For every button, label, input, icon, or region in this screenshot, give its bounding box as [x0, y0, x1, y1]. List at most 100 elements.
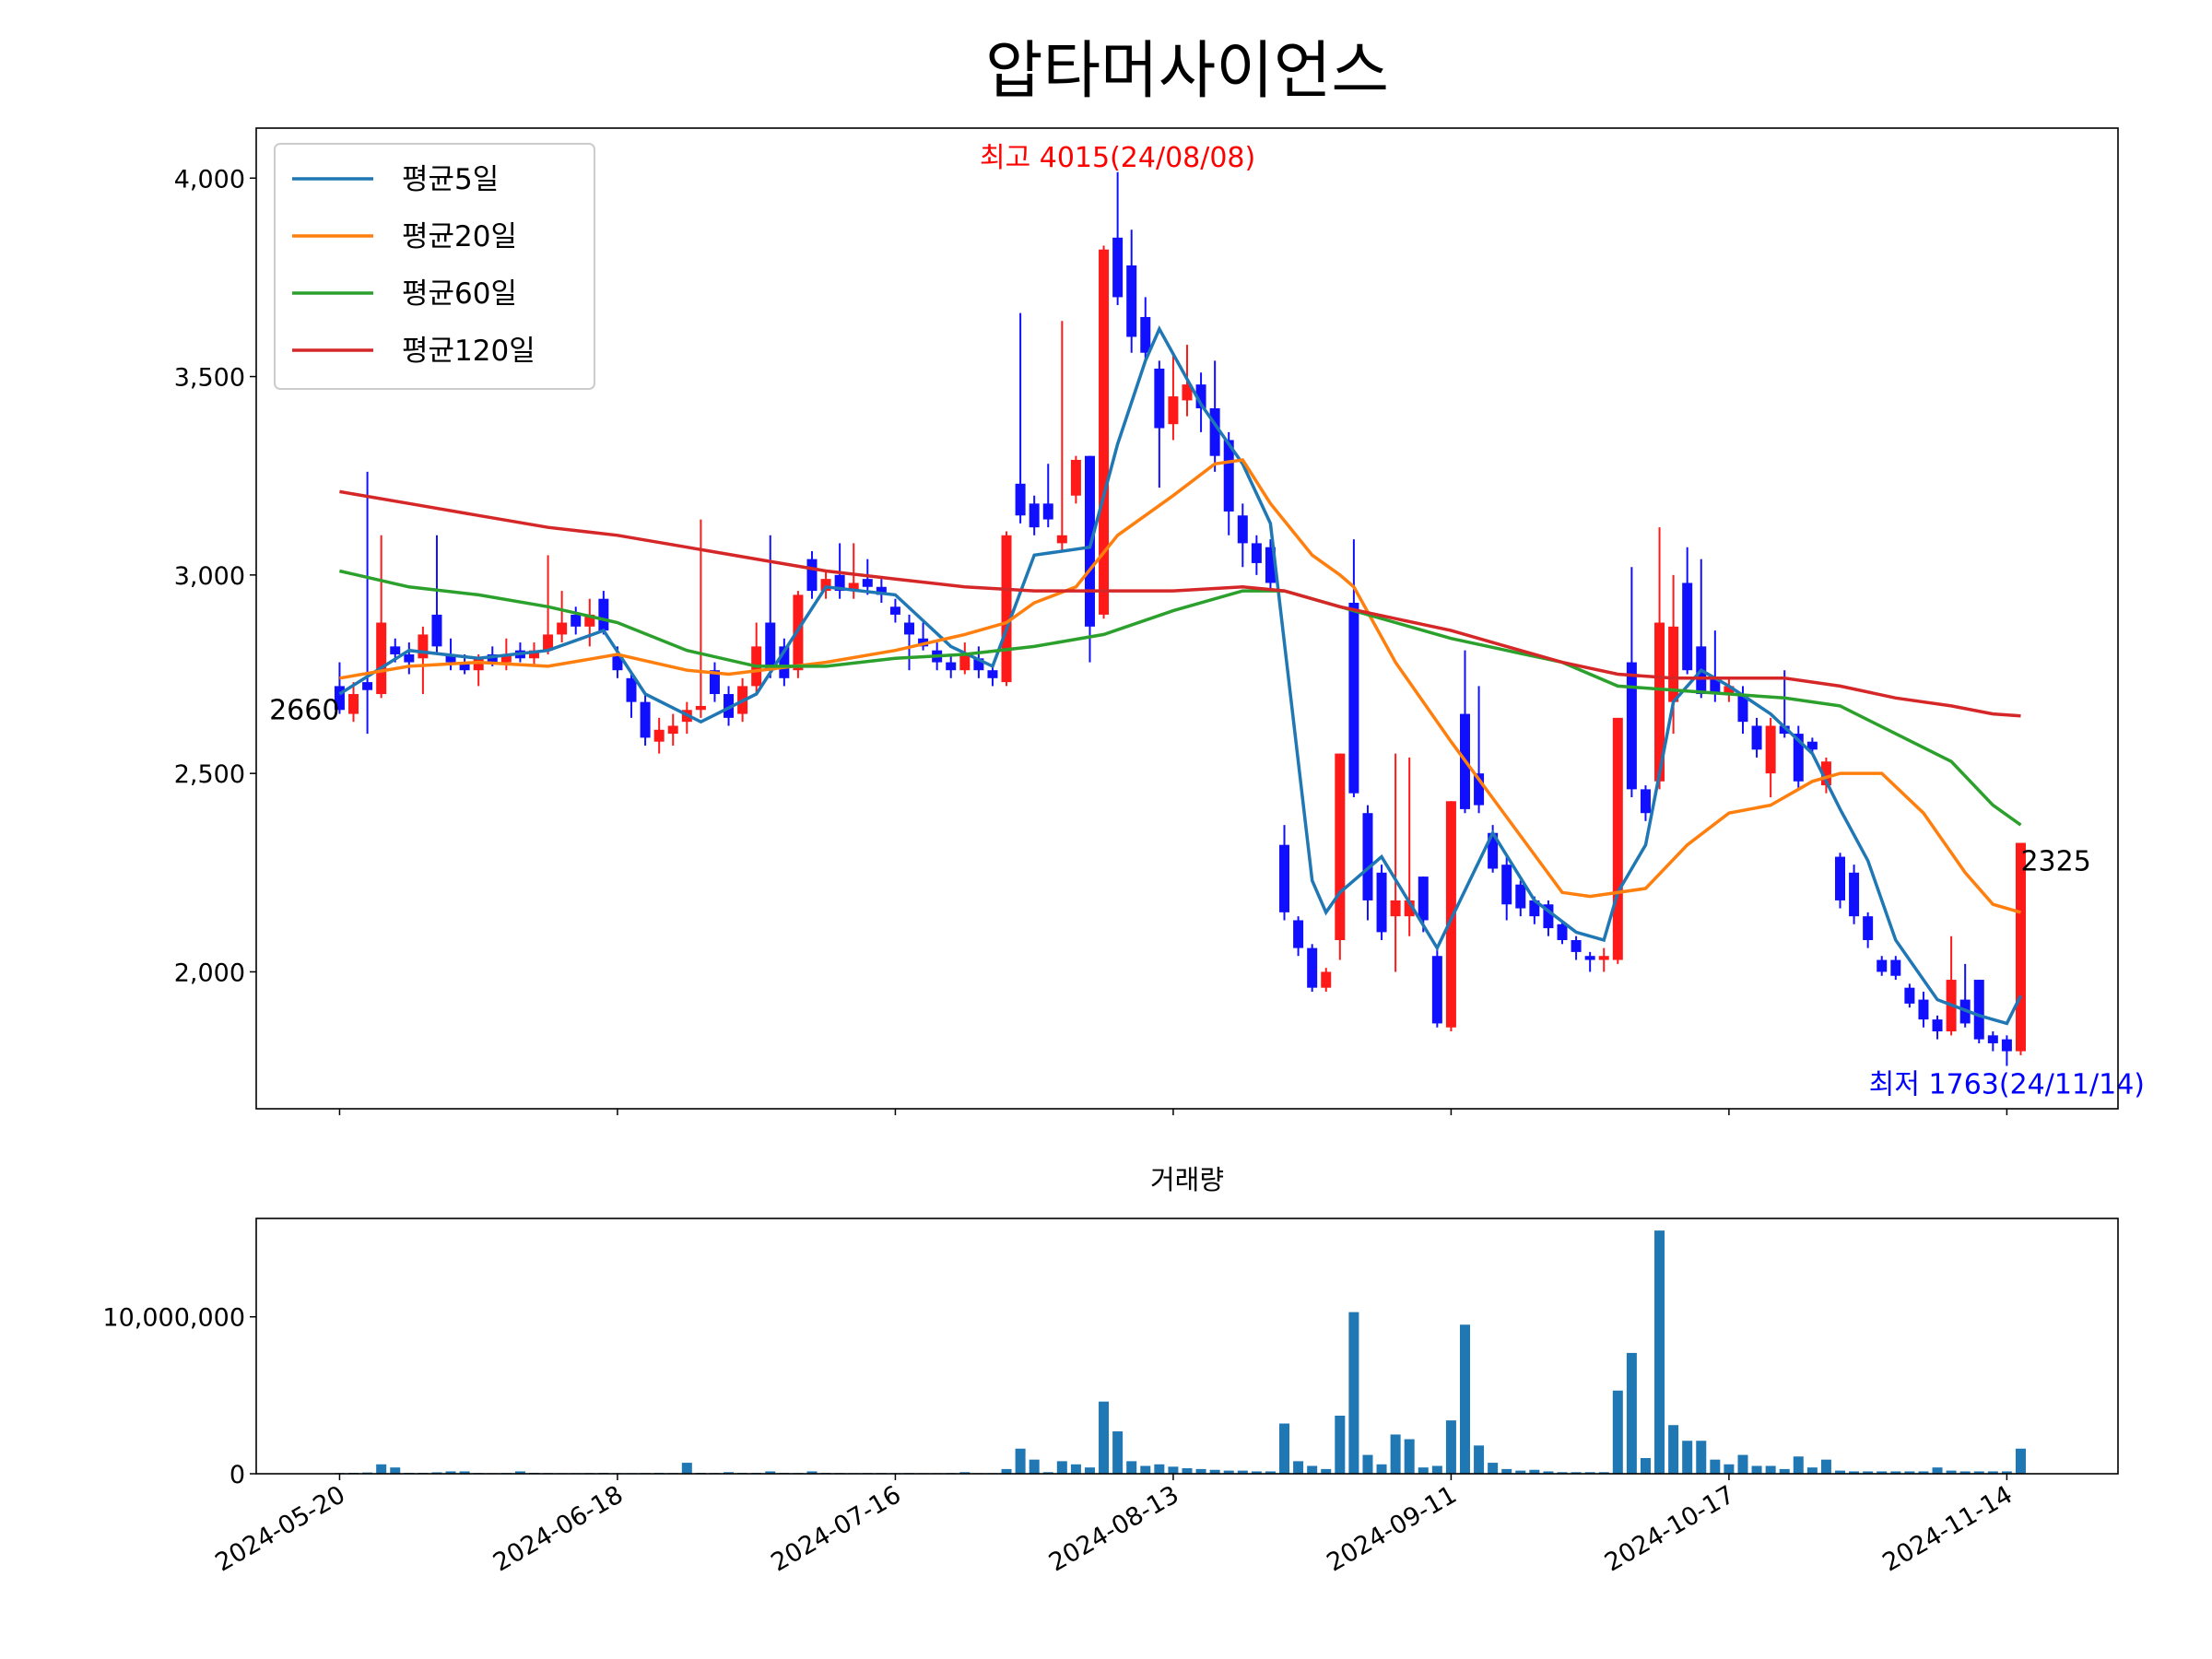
volume-bar	[1932, 1467, 1943, 1474]
candle-body	[1751, 725, 1762, 750]
volume-bar	[1890, 1471, 1901, 1474]
plot-frame	[255, 1218, 2119, 1475]
candle-body	[1849, 872, 1860, 917]
volume-bar	[1293, 1461, 1304, 1474]
candle-body	[1223, 440, 1234, 512]
volume-bar	[1056, 1461, 1067, 1474]
legend-label: 평균5일	[402, 163, 499, 196]
candle-body	[1515, 884, 1526, 909]
volume-bar	[1806, 1467, 1818, 1474]
candle-body	[1070, 459, 1081, 496]
candle-body	[1335, 753, 1346, 940]
candle-body	[1237, 515, 1248, 544]
candle-body	[1015, 483, 1026, 516]
candle-body	[1418, 877, 1429, 921]
volume-bar	[390, 1467, 401, 1474]
moving-average-line	[339, 489, 2021, 718]
candle-body	[500, 653, 512, 663]
volume-bar	[1835, 1470, 1846, 1474]
candle-body	[1820, 761, 1831, 786]
candle-body	[2015, 842, 2026, 1052]
candle-body	[1737, 694, 1748, 723]
moving-average-line	[338, 324, 2023, 1026]
volume-bar	[2015, 1448, 2026, 1474]
candle-body	[1279, 844, 1290, 912]
y-tick-label: 4,000	[174, 165, 245, 194]
candle-body	[1307, 947, 1318, 988]
candle-body	[1445, 801, 1456, 1028]
candle-body	[834, 574, 845, 592]
volume-bar	[1042, 1472, 1053, 1474]
volume-bar	[1445, 1420, 1456, 1474]
candle-body	[2001, 1039, 2012, 1052]
volume-bar	[1973, 1471, 1984, 1474]
candle-body	[1571, 939, 1582, 952]
volume-bar	[1404, 1439, 1415, 1474]
candle-body	[695, 705, 706, 711]
volume-bar	[1612, 1390, 1623, 1474]
candle-body	[876, 586, 887, 595]
candle-body	[1251, 543, 1262, 563]
candle-body	[445, 653, 456, 663]
volume-bar	[1459, 1324, 1470, 1474]
candle-body	[1001, 535, 1012, 683]
legend-box	[274, 143, 595, 390]
annotation: 최저 1763(24/11/14)	[1869, 1068, 2145, 1100]
candle-body	[1195, 384, 1206, 408]
candle-body	[1376, 872, 1387, 933]
y-tick-label: 0	[229, 1461, 245, 1489]
volume-bar	[681, 1463, 692, 1474]
candle-body	[571, 614, 582, 627]
volume-bar	[1918, 1471, 1929, 1474]
volume-bar	[376, 1464, 387, 1474]
candle-body	[1765, 725, 1776, 774]
volume-bar	[1987, 1471, 1998, 1474]
candle-body	[1626, 662, 1637, 790]
volume-bar	[1237, 1470, 1248, 1474]
candle-body	[1029, 503, 1040, 528]
volume-bar	[806, 1471, 818, 1474]
volume-bar	[1584, 1472, 1595, 1474]
candle-body	[390, 646, 401, 654]
candle-body	[987, 670, 998, 678]
legend-label: 평균60일	[402, 277, 517, 311]
volume-bar	[1251, 1471, 1262, 1474]
candle-body	[1321, 971, 1332, 988]
candle-body	[1904, 987, 1915, 1004]
volume-bar	[1431, 1465, 1442, 1474]
candle-body	[1154, 368, 1165, 429]
candle-body	[1710, 677, 1721, 695]
candle-body	[404, 653, 415, 663]
candle-body	[946, 662, 957, 671]
volume-bar	[1390, 1434, 1401, 1474]
volume-bar	[1223, 1470, 1234, 1474]
moving-average-line	[339, 458, 2021, 914]
volume-bar	[1696, 1441, 1707, 1474]
candle-body	[959, 653, 971, 671]
candle-body	[724, 694, 735, 718]
candle-body	[1404, 900, 1415, 917]
volume-bar	[1751, 1465, 1762, 1474]
volume-bar	[1724, 1464, 1735, 1474]
candle-body	[1668, 626, 1679, 702]
volume-bar	[1376, 1464, 1387, 1474]
volume-bar	[1348, 1312, 1359, 1474]
candle-body	[473, 658, 484, 671]
volume-bar	[1418, 1467, 1429, 1474]
candle-body	[1056, 535, 1067, 544]
volume-title: 거래량	[1150, 1164, 1224, 1195]
volume-bar	[1959, 1471, 1971, 1474]
candle-body	[1390, 900, 1401, 917]
legend-label: 평균120일	[402, 335, 535, 368]
candle-body	[1529, 900, 1540, 917]
candle-body	[376, 622, 387, 695]
annotation: 2325	[2020, 846, 2090, 878]
candle-body	[1584, 956, 1595, 960]
candle-body	[334, 686, 345, 711]
candle-body	[889, 606, 900, 615]
volume-bar	[1265, 1471, 1276, 1474]
candle-body	[1099, 249, 1110, 615]
volume-bar	[1335, 1416, 1346, 1474]
candle-body	[348, 694, 359, 714]
volume-bar	[1070, 1464, 1081, 1474]
